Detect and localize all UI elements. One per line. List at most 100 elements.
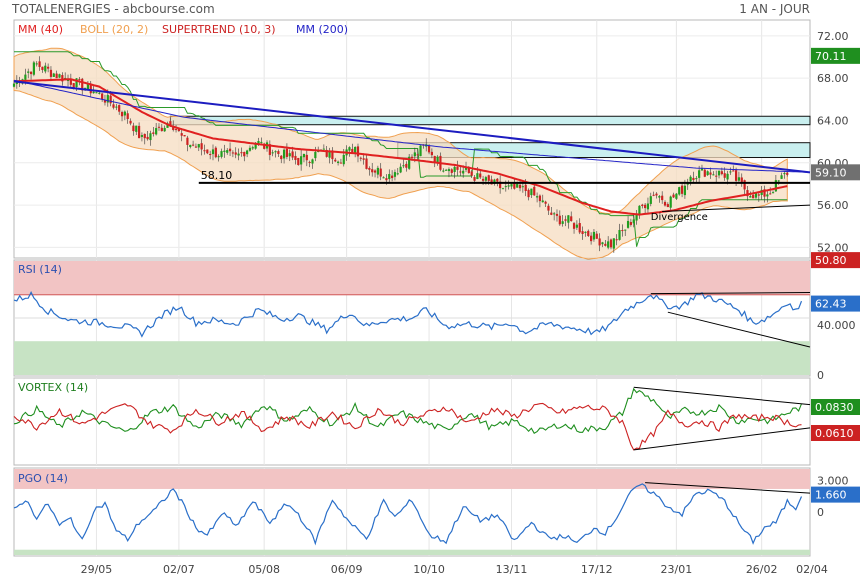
x-tick-label: 10/10 <box>413 563 445 576</box>
candle-body <box>12 83 16 87</box>
candle <box>322 144 325 150</box>
candle-body <box>430 151 433 156</box>
candle <box>155 123 158 136</box>
candle <box>331 147 334 164</box>
candle <box>609 238 613 250</box>
candle-body <box>402 165 405 167</box>
candle <box>101 92 104 102</box>
panel-frame-pgo <box>13 467 811 557</box>
candle-body <box>408 156 411 169</box>
candle <box>521 182 524 193</box>
candle-body <box>118 105 121 112</box>
candle <box>47 63 50 73</box>
candle-body <box>595 233 598 239</box>
candle-body <box>567 215 570 223</box>
pgo-badge <box>811 486 860 503</box>
candle <box>180 128 183 142</box>
candle-body <box>391 175 394 179</box>
candle-body <box>479 173 482 178</box>
candle-body <box>450 169 453 173</box>
panel-frame-price <box>13 19 811 259</box>
candle-body <box>547 205 550 211</box>
candle <box>572 221 576 234</box>
candle <box>578 218 581 235</box>
candle-body <box>72 83 75 88</box>
candle <box>541 194 544 203</box>
candle-body <box>297 157 300 166</box>
pgo-y-tick: 0 <box>817 506 824 519</box>
price-badge <box>811 47 860 64</box>
candle <box>518 179 522 192</box>
candle <box>336 160 340 166</box>
candle-body <box>700 168 704 171</box>
candle-body <box>675 193 678 199</box>
candle-body <box>635 214 638 221</box>
candle-body <box>98 92 101 94</box>
candle <box>282 148 286 164</box>
candle-body <box>334 159 337 162</box>
candle-body <box>254 142 257 149</box>
candle <box>535 192 539 203</box>
candle <box>527 188 530 201</box>
candle-body <box>783 173 786 175</box>
candle <box>297 157 300 166</box>
candle-body <box>709 172 712 175</box>
candle-body <box>172 126 175 130</box>
candle-body <box>163 127 166 132</box>
candle-body <box>698 170 701 178</box>
candle <box>396 167 399 176</box>
candle <box>379 163 382 181</box>
candle-body <box>152 132 155 134</box>
candle-body <box>641 204 644 207</box>
rsi-badge-label: 62.43 <box>815 298 847 311</box>
candle <box>538 194 542 208</box>
candle <box>206 149 209 155</box>
legend-entry: MM (40) <box>18 23 63 36</box>
candle <box>280 155 283 164</box>
candle <box>308 160 311 168</box>
candle-body <box>555 213 559 216</box>
candle-body <box>206 149 209 154</box>
candle-body <box>243 151 246 157</box>
candle-body <box>436 156 439 163</box>
price-y-tick: 64.00 <box>817 114 849 127</box>
candle-body <box>732 170 735 172</box>
candle-body <box>336 161 340 164</box>
candle-body <box>183 135 186 137</box>
candle <box>621 224 624 237</box>
candle-body <box>237 153 240 156</box>
candle-body <box>120 112 124 117</box>
candle-body <box>86 83 90 90</box>
candle-body <box>251 147 254 149</box>
candle-body <box>626 220 630 228</box>
candle-body <box>442 170 445 172</box>
candle <box>663 200 667 207</box>
candle <box>584 231 587 237</box>
legend-entry: SUPERTREND (10, 3) <box>162 23 276 36</box>
candle-body <box>32 62 35 75</box>
candle <box>626 216 630 229</box>
candle <box>598 233 601 252</box>
candle-body <box>209 154 212 156</box>
candle-body <box>527 189 530 198</box>
candle-body <box>246 150 249 155</box>
candle <box>638 205 641 219</box>
candle <box>163 125 166 132</box>
candle <box>459 166 462 176</box>
candle-body <box>453 166 456 172</box>
candle-body <box>61 75 64 82</box>
candle <box>55 70 58 79</box>
candle <box>149 130 152 146</box>
candle <box>550 206 553 216</box>
candle-body <box>553 213 556 215</box>
candle-body <box>382 177 385 179</box>
price-badge-label: 50.80 <box>815 254 847 267</box>
candle-body <box>521 186 524 188</box>
candle-body <box>612 238 615 249</box>
candle-body <box>570 216 573 222</box>
candle-body <box>368 167 371 170</box>
x-tick-label: 17/12 <box>581 563 613 576</box>
candle-body <box>29 71 33 75</box>
candle-body <box>689 176 692 182</box>
candle-body <box>717 170 721 176</box>
